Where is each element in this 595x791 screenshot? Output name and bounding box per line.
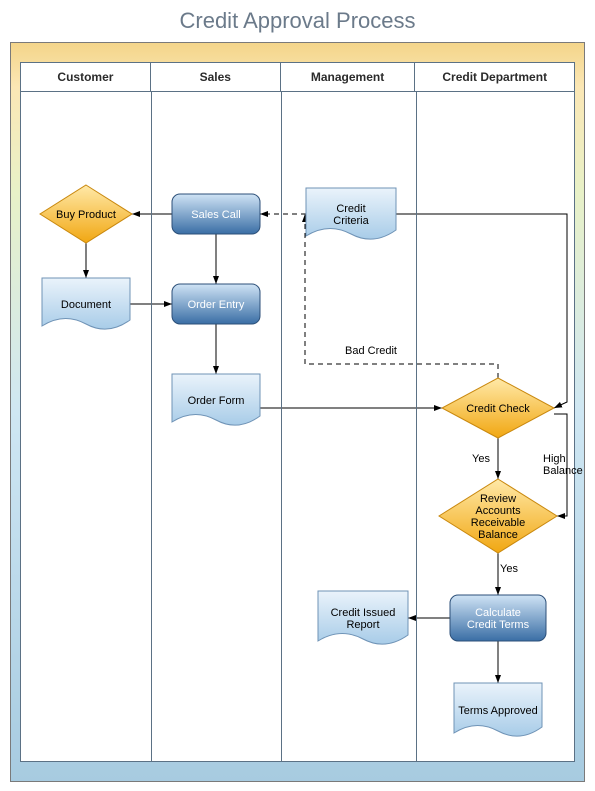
svg-text:Review: Review [480, 493, 516, 505]
node-salescall: Sales Call [172, 194, 260, 234]
edge [396, 214, 567, 408]
svg-text:Document: Document [61, 299, 111, 311]
svg-text:Buy Product: Buy Product [56, 209, 116, 221]
svg-text:Credit: Credit [336, 203, 365, 215]
svg-text:Credit Terms: Credit Terms [467, 619, 530, 631]
svg-text:Bad Credit: Bad Credit [345, 345, 397, 357]
node-orderentry: Order Entry [172, 284, 260, 324]
node-orderform: Order Form [172, 374, 260, 425]
node-calc: CalculateCredit Terms [450, 595, 546, 641]
node-review: ReviewAccountsReceivableBalance [439, 479, 557, 553]
diagram-page: Credit Approval Process CustomerSalesMan… [0, 0, 595, 791]
swimlane-body: Bad Credit Yes High Balance Yes Buy Product Sa… [21, 92, 574, 762]
svg-text:Yes: Yes [472, 453, 490, 465]
svg-text:Receivable: Receivable [471, 517, 525, 529]
swimlane-header-row: CustomerSalesManagementCredit Department [21, 63, 574, 92]
lane-header-credit: Credit Department [415, 63, 574, 91]
svg-text:Balance: Balance [543, 465, 583, 477]
swimlane-container: CustomerSalesManagementCredit Department… [20, 62, 575, 762]
edge [305, 214, 498, 378]
node-creditchk: Credit Check [442, 378, 554, 438]
node-issued: Credit IssuedReport [318, 591, 408, 644]
svg-text:High: High [543, 453, 566, 465]
lane-divider [416, 92, 417, 762]
svg-text:Credit Check: Credit Check [466, 403, 530, 415]
diagram-title: Credit Approval Process [0, 8, 595, 34]
svg-text:Calculate: Calculate [475, 607, 521, 619]
lane-divider [281, 92, 282, 762]
svg-text:Terms Approved: Terms Approved [458, 705, 537, 717]
svg-text:Yes: Yes [500, 563, 518, 575]
svg-text:Order Entry: Order Entry [188, 299, 245, 311]
node-terms: Terms Approved [454, 683, 542, 736]
node-docu: Document [42, 278, 130, 329]
node-buy: Buy Product [40, 185, 132, 243]
lane-divider [151, 92, 152, 762]
svg-text:Order Form: Order Form [188, 395, 245, 407]
svg-text:Accounts: Accounts [475, 505, 521, 517]
node-criteria: CreditCriteria [306, 188, 396, 239]
lane-header-customer: Customer [21, 63, 151, 91]
lane-header-sales: Sales [151, 63, 281, 91]
svg-text:Report: Report [346, 619, 379, 631]
svg-text:Sales Call: Sales Call [191, 209, 241, 221]
flow-svg: Bad Credit Yes High Balance Yes Buy Product Sa… [21, 92, 574, 762]
lane-header-management: Management [281, 63, 416, 91]
svg-text:Credit Issued: Credit Issued [331, 607, 396, 619]
svg-text:Criteria: Criteria [333, 215, 369, 227]
svg-text:Balance: Balance [478, 529, 518, 541]
